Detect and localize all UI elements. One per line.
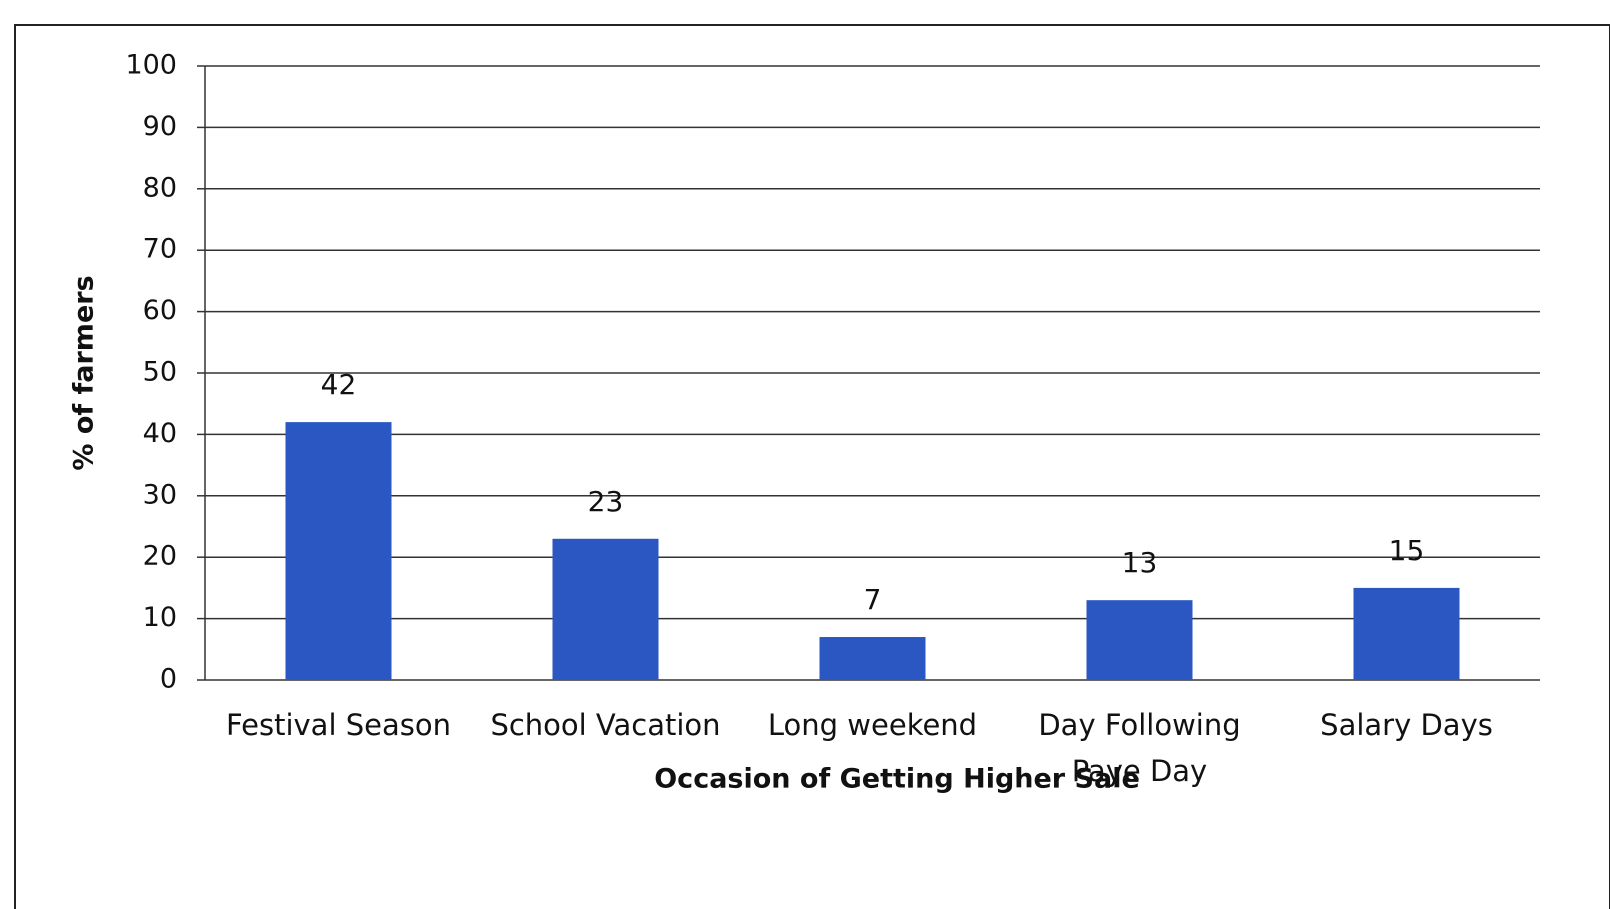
chart-frame: [14, 24, 1610, 909]
y-tick-label: 90: [143, 111, 177, 142]
y-tick-label: 40: [143, 418, 177, 449]
y-tick-label: 0: [160, 664, 177, 695]
y-tick-label: 50: [143, 357, 177, 388]
x-axis-label: Occasion of Getting Higher Sale: [654, 764, 1140, 795]
data-label: 23: [588, 485, 624, 518]
data-label: 42: [321, 368, 357, 401]
bar: [285, 422, 392, 680]
y-tick-label: 30: [143, 479, 177, 510]
y-tick-label: 80: [143, 172, 177, 203]
y-tick-label: 20: [143, 541, 177, 572]
y-tick-label: 10: [143, 602, 177, 633]
x-tick-label: Long weekend: [767, 708, 978, 742]
x-tick-label: Day Following Paye Day: [1038, 708, 1241, 788]
x-tick-label: Festival Season: [226, 708, 451, 742]
bar: [552, 538, 659, 680]
y-tick-label: 70: [143, 234, 177, 265]
data-label: 15: [1389, 534, 1425, 567]
x-tick-label: School Vacation: [490, 708, 721, 742]
y-axis-label: % of farmers: [69, 275, 100, 470]
bar: [819, 637, 926, 680]
x-tick-label: Salary Days: [1320, 708, 1493, 742]
data-label: 7: [864, 583, 882, 616]
y-tick-label: 60: [143, 295, 177, 326]
bar: [1086, 600, 1193, 680]
y-tick-label: 100: [125, 50, 177, 81]
data-label: 13: [1122, 546, 1158, 579]
bar: [1353, 587, 1460, 680]
